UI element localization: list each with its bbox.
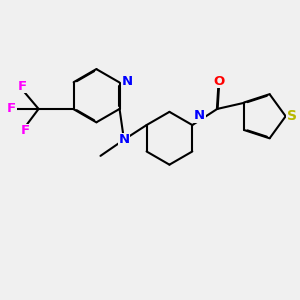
- Text: N: N: [194, 109, 205, 122]
- Text: N: N: [122, 74, 133, 88]
- Text: S: S: [287, 109, 297, 123]
- Text: F: F: [18, 80, 27, 93]
- Text: N: N: [118, 133, 130, 146]
- Text: F: F: [7, 102, 16, 116]
- Text: O: O: [213, 74, 224, 88]
- Text: F: F: [21, 124, 30, 137]
